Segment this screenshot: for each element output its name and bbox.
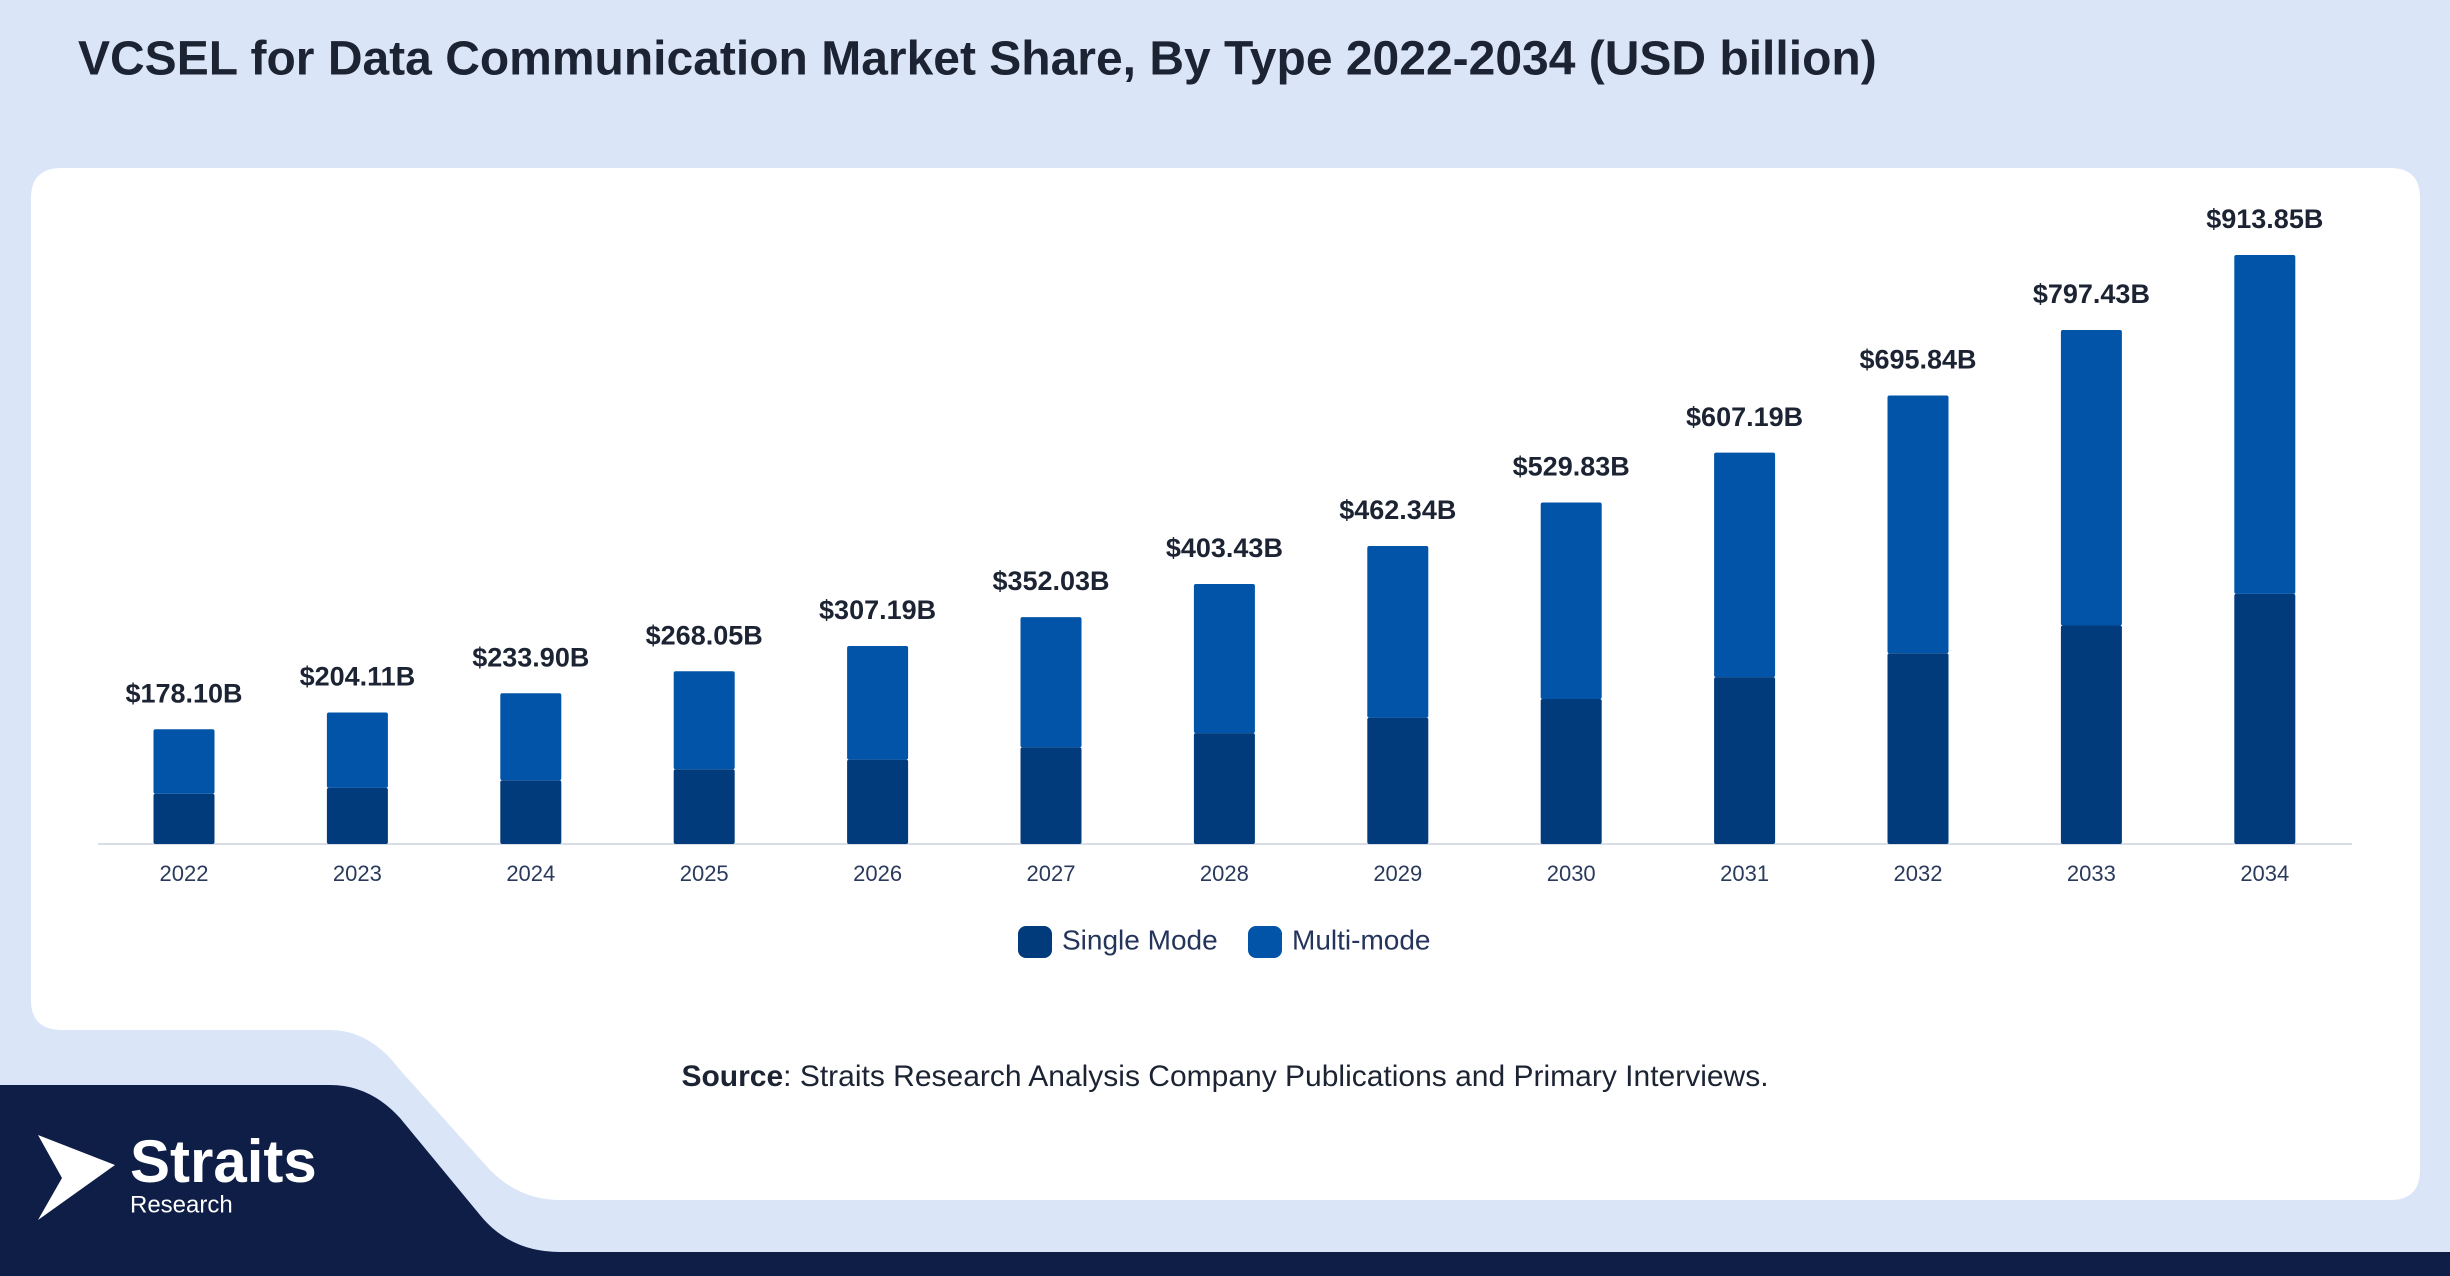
bar-segment xyxy=(1540,502,1602,699)
logo-name: Straits xyxy=(130,1128,317,1195)
total-label: $233.90B xyxy=(472,642,589,672)
x-tick-label: 2033 xyxy=(2067,861,2116,886)
chart-title: VCSEL for Data Communication Market Shar… xyxy=(78,33,1877,86)
bar-segment xyxy=(2060,330,2122,626)
x-tick-label: 2034 xyxy=(2240,861,2289,886)
bar-segment xyxy=(326,787,388,844)
x-tick-label: 2029 xyxy=(1373,861,1422,886)
bar-segment xyxy=(847,646,909,760)
source-text: : Straits Research Analysis Company Publ… xyxy=(783,1060,1768,1093)
legend-swatch xyxy=(1248,926,1282,958)
bar-segment xyxy=(500,693,562,781)
bar-segment xyxy=(1367,546,1429,718)
x-tick-label: 2022 xyxy=(160,861,209,886)
total-label: $204.11B xyxy=(300,662,416,692)
x-tick-label: 2032 xyxy=(1894,861,1943,886)
source-label: Source xyxy=(681,1060,783,1093)
total-label: $695.84B xyxy=(1859,345,1976,375)
total-label: $268.05B xyxy=(646,620,763,650)
legend-label: Single Mode xyxy=(1062,924,1218,955)
total-label: $352.03B xyxy=(992,566,1109,596)
legend-swatch xyxy=(1018,926,1052,958)
total-label: $403.43B xyxy=(1166,533,1283,563)
bar-segment xyxy=(2234,593,2296,844)
logo-sub: Research xyxy=(130,1191,233,1218)
x-tick-label: 2025 xyxy=(680,861,729,886)
bar-segment xyxy=(1714,452,1776,678)
total-label: $913.85B xyxy=(2206,204,2323,234)
bar-segment xyxy=(2234,255,2296,594)
bar-segment xyxy=(1887,395,1949,654)
x-tick-label: 2027 xyxy=(1027,861,1076,886)
bar-segment xyxy=(673,769,735,844)
source: Source: Straits Research Analysis Compan… xyxy=(681,1060,1768,1093)
total-label: $462.34B xyxy=(1339,495,1456,525)
bar-segment xyxy=(1887,653,1949,844)
total-label: $607.19B xyxy=(1686,402,1803,432)
bar-segment xyxy=(153,729,215,794)
bar-segment xyxy=(1193,733,1255,844)
bar-segment xyxy=(847,759,909,844)
x-tick-label: 2030 xyxy=(1547,861,1596,886)
bar-segment xyxy=(1714,677,1776,844)
x-tick-label: 2024 xyxy=(506,861,555,886)
footer-band xyxy=(0,1085,2450,1276)
x-tick-label: 2023 xyxy=(333,861,382,886)
x-tick-label: 2031 xyxy=(1720,861,1769,886)
bar-segment xyxy=(153,793,215,844)
total-label: $529.83B xyxy=(1513,452,1630,482)
bar-segment xyxy=(1193,583,1255,734)
legend-label: Multi-mode xyxy=(1292,924,1430,955)
bar-segment xyxy=(2060,625,2122,844)
bar-segment xyxy=(326,712,388,788)
total-label: $307.19B xyxy=(819,595,936,625)
total-label: $178.10B xyxy=(125,678,242,708)
bar-segment xyxy=(673,671,735,770)
x-tick-label: 2026 xyxy=(853,861,902,886)
bar-segment xyxy=(1020,617,1082,748)
bar-segment xyxy=(500,780,562,844)
bar-segment xyxy=(1540,698,1602,844)
total-label: $797.43B xyxy=(2033,279,2150,309)
bar-segment xyxy=(1367,717,1429,844)
x-tick-label: 2028 xyxy=(1200,861,1249,886)
bar-segment xyxy=(1020,747,1082,844)
logo-icon xyxy=(38,1135,115,1220)
